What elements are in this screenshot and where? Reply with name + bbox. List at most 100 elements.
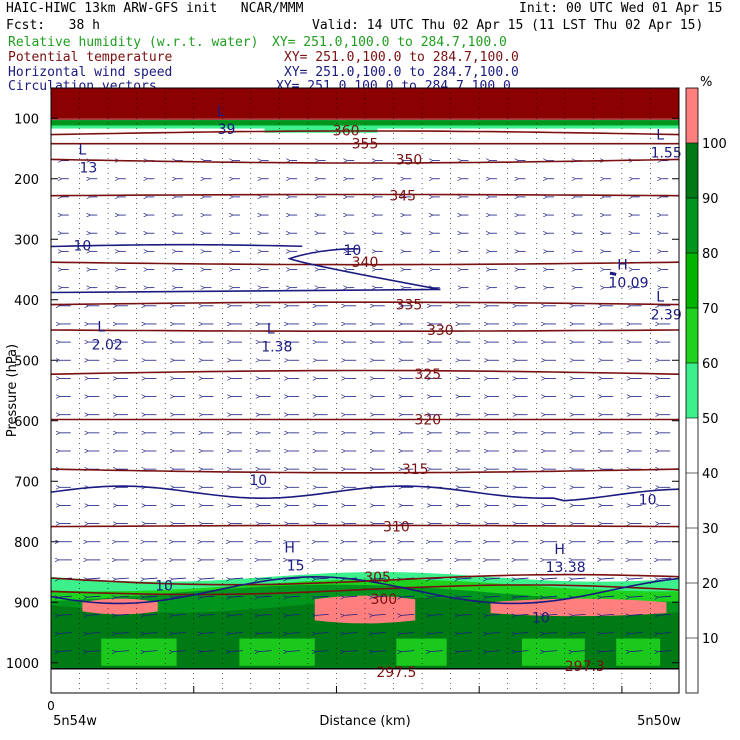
title-left: HAIC-HIWC 13km ARW-GFS init NCAR/MMM (6, 1, 304, 16)
extremum-value: 2.02 (92, 337, 123, 353)
theta-label: 320 (414, 413, 441, 429)
circulation-vector (230, 633, 244, 634)
circulation-vector (316, 596, 329, 597)
y-tick-label: 900 (14, 596, 39, 611)
wind-min-marker: L (656, 290, 664, 306)
circulation-vector (116, 596, 129, 597)
circulation-vector (116, 614, 129, 615)
circulation-vector (658, 596, 672, 597)
plot-frame (50, 87, 680, 694)
wind-contour (51, 576, 679, 605)
theta-label: 310 (383, 520, 410, 536)
circulation-vector (230, 596, 244, 597)
field-name-wind: Horizontal wind speed (8, 65, 173, 80)
circulation-vector (658, 651, 672, 652)
y-tick-label: 200 (14, 173, 39, 188)
circulation-vector (116, 651, 129, 652)
circulation-vector (630, 614, 643, 615)
circulation-vector (173, 578, 186, 579)
rh-low-patch (522, 638, 585, 666)
circulation-vector (144, 651, 158, 652)
circulation-vector (401, 633, 415, 634)
y-tick-label: 600 (14, 415, 39, 430)
circulation-vector (373, 578, 386, 579)
circulation-vector (516, 633, 529, 634)
circulation-vector (487, 614, 500, 615)
circulation-vector (287, 596, 301, 597)
theta-contour (51, 193, 679, 197)
theta-label: 315 (402, 462, 429, 478)
circulation-vector (516, 578, 529, 579)
circulation-vector (573, 614, 586, 615)
circulation-vector (116, 578, 129, 579)
x-tick-label: 0 (47, 699, 55, 713)
theta-label: 300 (370, 592, 397, 608)
circulation-vector (230, 651, 244, 652)
theta-contour (51, 584, 679, 596)
rh-saturated-pocket (314, 595, 416, 624)
circulation-vector (230, 578, 244, 579)
circulation-vector (87, 596, 101, 597)
wind-label: 10 (344, 243, 362, 259)
circulation-vector (630, 596, 643, 597)
colorbar-unit: % (700, 75, 712, 90)
circulation-vector (487, 578, 500, 579)
theta-label: 330 (427, 323, 454, 339)
circulation-vector (401, 596, 415, 597)
wind-label: 10 (249, 473, 267, 489)
wind-min-marker: L (267, 322, 275, 338)
y-tick-label: 300 (14, 233, 39, 248)
circulation-vector (173, 633, 186, 634)
wind-min-marker: L (78, 143, 86, 159)
colorbar-label: 30 (702, 522, 719, 537)
circulation-vector (544, 633, 558, 634)
circulation-vector (601, 614, 615, 615)
circulation-vector (259, 578, 272, 579)
rh-low-patch (616, 638, 661, 666)
circulation-vector (573, 578, 586, 579)
circulation-vector (287, 633, 301, 634)
colorbar-label: 60 (702, 357, 719, 372)
circulation-vector (516, 596, 529, 597)
circulation-vector (458, 651, 472, 652)
rh-low-patch (239, 638, 315, 666)
circulation-vector (373, 633, 386, 634)
theta-contour (51, 329, 679, 333)
circulation-vector (344, 596, 358, 597)
y-tick-label: 1000 (6, 657, 39, 672)
circulation-vector (630, 651, 643, 652)
colorbar-label: 40 (702, 467, 719, 482)
extremum-value: 13 (79, 161, 97, 177)
circulation-vector (487, 596, 500, 597)
circulation-vector (202, 596, 215, 597)
colorbar-swatch (686, 638, 698, 693)
circulation-vector (344, 651, 358, 652)
circulation-vector (401, 651, 415, 652)
theta-label: 335 (396, 298, 423, 314)
circulation-vector (544, 651, 558, 652)
circulation-vector (544, 614, 558, 615)
rh-saturated-pocket (82, 598, 158, 615)
x-axis-label: Distance (km) (319, 714, 410, 729)
circulation-vector (230, 614, 244, 615)
circulation-vector (630, 578, 643, 579)
circulation-vector (316, 651, 329, 652)
circulation-vector (458, 633, 472, 634)
extremum-value: 39 (218, 122, 236, 138)
wind-contour (51, 485, 679, 502)
colorbar-swatch (686, 88, 698, 143)
wind-max-marker: H (554, 542, 565, 558)
circulation-vector (144, 578, 158, 579)
field-xy-theta: XY= 251.0,100.0 to 284.7,100.0 (284, 50, 519, 65)
circulation-vector (144, 596, 158, 597)
theta-label: 297.3 (565, 659, 605, 675)
extremum-value: 10.09 (608, 276, 648, 292)
circulation-vector (173, 651, 186, 652)
circulation-vector (373, 651, 386, 652)
circulation-vector (202, 651, 215, 652)
circulation-vector (259, 651, 272, 652)
rh-band-upper-green (51, 120, 679, 126)
circulation-vector (516, 651, 529, 652)
circulation-vector (601, 633, 615, 634)
